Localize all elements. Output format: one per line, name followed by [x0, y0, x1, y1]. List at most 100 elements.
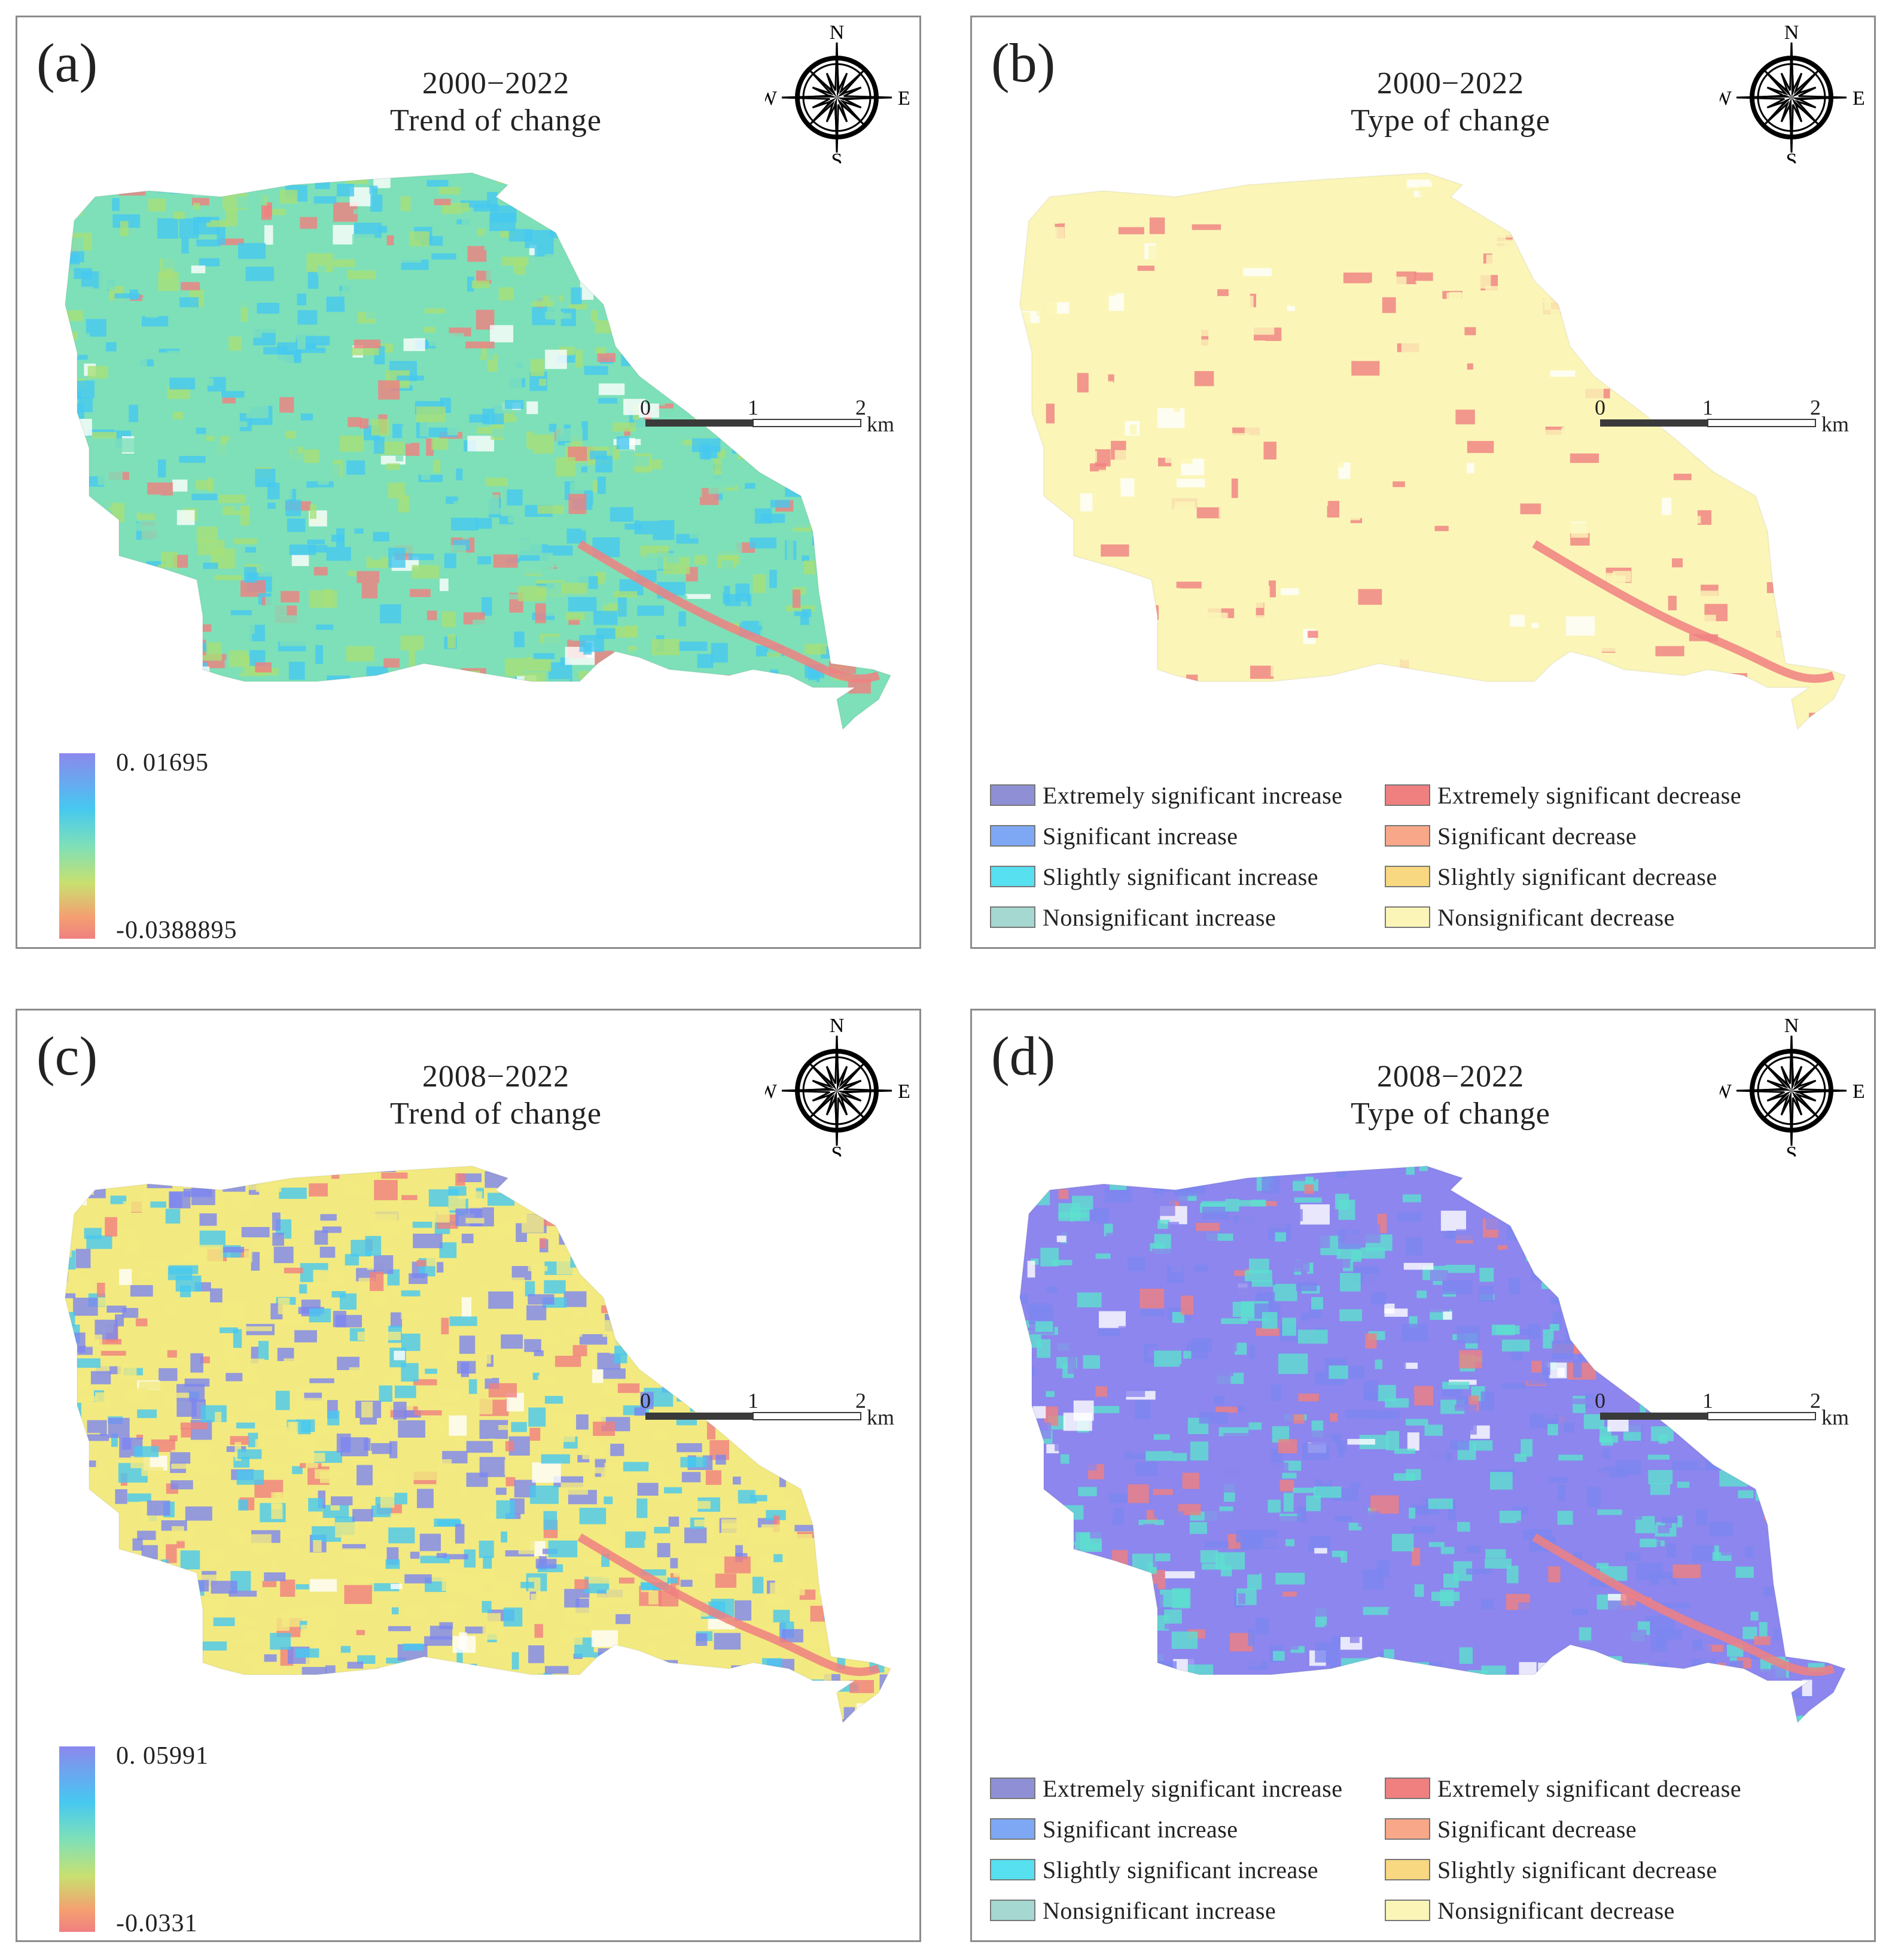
legend-item: Nonsignificant increase: [990, 902, 1276, 932]
legend-item: Significant increase: [990, 821, 1238, 851]
legend-swatch: [990, 1859, 1035, 1880]
compass-rose-icon: N S E W: [765, 26, 910, 163]
legend-item: Nonsignificant increase: [990, 1895, 1276, 1925]
scale-tick-label: 0: [640, 1389, 651, 1413]
compass-label-s: S: [1786, 1143, 1797, 1156]
compass-label-s: S: [831, 150, 843, 163]
panel-label: (b): [991, 32, 1056, 93]
legend: Extremely significant increase Extremely …: [990, 1773, 1857, 1935]
compass-label-w: W: [765, 1081, 778, 1103]
legend-label: Significant decrease: [1437, 1815, 1637, 1843]
type-map: [1019, 1165, 1847, 1724]
panel-period: 2008−2022: [422, 1060, 570, 1094]
legend-swatch: [990, 1900, 1035, 1921]
panel-title: 2000−2022 Type of change: [1223, 65, 1678, 139]
legend-label: Extremely significant increase: [1043, 781, 1343, 809]
legend-swatch: [1385, 1778, 1430, 1799]
panel-subtitle: Trend of change: [390, 104, 602, 138]
scale-tick-label: 2: [1810, 395, 1821, 419]
legend-swatch: [1385, 906, 1430, 928]
scale-unit-label: km: [1821, 412, 1849, 436]
panel-period: 2000−2022: [422, 66, 570, 101]
colorbar-max-label: 0. 05991: [116, 1742, 209, 1770]
scale-tick-label: 2: [855, 1389, 866, 1413]
compass-label-n: N: [1784, 26, 1799, 44]
legend-label: Extremely significant decrease: [1437, 1775, 1742, 1802]
legend-label: Extremely significant increase: [1043, 1775, 1343, 1802]
colorbar-min-label: -0.0388895: [116, 917, 237, 944]
scale-tick-label: 2: [855, 395, 866, 419]
legend-swatch: [990, 825, 1035, 847]
legend-label: Significant increase: [1043, 1815, 1238, 1843]
panel-label: (d): [991, 1025, 1056, 1086]
compass-label-e: E: [1853, 1081, 1865, 1103]
compass-label-n: N: [830, 1019, 845, 1037]
panel-subtitle: Type of change: [1351, 1097, 1550, 1131]
legend-item: Slightly significant decrease: [1385, 862, 1717, 891]
legend-item: Significant decrease: [1385, 821, 1637, 851]
scale-unit-label: km: [867, 1405, 894, 1429]
legend-label: Significant decrease: [1437, 822, 1637, 850]
scale-tick-label: 0: [640, 395, 651, 419]
legend-item: Significant increase: [990, 1814, 1238, 1844]
panel-period: 2000−2022: [1376, 66, 1525, 101]
legend-item: Slightly significant increase: [990, 1855, 1318, 1885]
legend-label: Slightly significant increase: [1043, 1856, 1319, 1883]
legend-swatch: [1385, 784, 1430, 806]
panel-title: 2008−2022 Trend of change: [269, 1058, 723, 1133]
panel-subtitle: Type of change: [1351, 104, 1550, 138]
legend-label: Slightly significant decrease: [1437, 1856, 1717, 1883]
panel-label: (a): [36, 32, 98, 93]
legend-swatch: [1385, 1818, 1430, 1840]
scale-tick-label: 0: [1595, 1389, 1605, 1413]
scale-unit-label: km: [1821, 1405, 1849, 1429]
legend-swatch: [990, 906, 1035, 928]
legend-label: Extremely significant decrease: [1437, 781, 1742, 809]
scale-bar: 0 1 2km: [640, 1389, 894, 1429]
legend-swatch: [1385, 825, 1430, 847]
legend-swatch: [1385, 1900, 1430, 1921]
scale-tick-label: 1: [748, 395, 758, 419]
colorbar: [59, 1746, 95, 1932]
legend-item: Extremely significant increase: [990, 780, 1342, 810]
compass-rose-icon: N S E W: [1720, 26, 1865, 163]
panel-title: 2008−2022 Type of change: [1223, 1058, 1678, 1133]
legend-label: Slightly significant increase: [1043, 863, 1319, 890]
trend-map: [64, 1165, 892, 1724]
legend-item: Slightly significant decrease: [1385, 1855, 1717, 1885]
trend-map: [64, 172, 892, 731]
legend-swatch: [990, 784, 1035, 806]
panel-subtitle: Trend of change: [390, 1097, 602, 1131]
legend: Extremely significant increase Extremely …: [990, 780, 1857, 942]
compass-label-e: E: [1853, 87, 1865, 109]
scale-tick-label: 0: [1595, 395, 1605, 419]
panel-c: (c) 2008−2022 Trend of change N S E W 0 1 2 km…: [16, 1009, 921, 1942]
legend-item: Extremely significant increase: [990, 1773, 1342, 1803]
legend-swatch: [990, 1778, 1035, 1799]
type-map: [1019, 172, 1847, 731]
compass-label-n: N: [830, 26, 845, 44]
legend-label: Nonsignificant increase: [1043, 903, 1276, 931]
scale-bar: 0 1 2km: [640, 395, 894, 436]
scale-tick-label: 1: [1702, 395, 1713, 419]
panel-period: 2008−2022: [1376, 1060, 1525, 1094]
legend-label: Nonsignificant decrease: [1437, 903, 1675, 931]
legend-label: Slightly significant decrease: [1437, 863, 1717, 890]
legend-item: Nonsignificant decrease: [1385, 1895, 1675, 1925]
scale-bar: 0 1 2km: [1595, 1389, 1849, 1429]
compass-label-w: W: [1720, 87, 1732, 109]
panel-a: (a) 2000−2022 Trend of change N S E W 0 1 2 km…: [16, 16, 921, 949]
legend-label: Nonsignificant decrease: [1437, 1897, 1675, 1924]
scale-tick-label: 1: [748, 1389, 758, 1413]
legend-swatch: [990, 866, 1035, 887]
scale-unit-label: km: [867, 412, 894, 436]
compass-rose-icon: N S E W: [765, 1019, 910, 1156]
legend-label: Nonsignificant increase: [1043, 1897, 1276, 1924]
compass-label-e: E: [898, 1081, 910, 1103]
colorbar: [59, 753, 95, 939]
legend-swatch: [1385, 1859, 1430, 1880]
compass-label-e: E: [898, 87, 910, 109]
legend-item: Extremely significant decrease: [1385, 1773, 1741, 1803]
colorbar-max-label: 0. 01695: [116, 749, 209, 777]
